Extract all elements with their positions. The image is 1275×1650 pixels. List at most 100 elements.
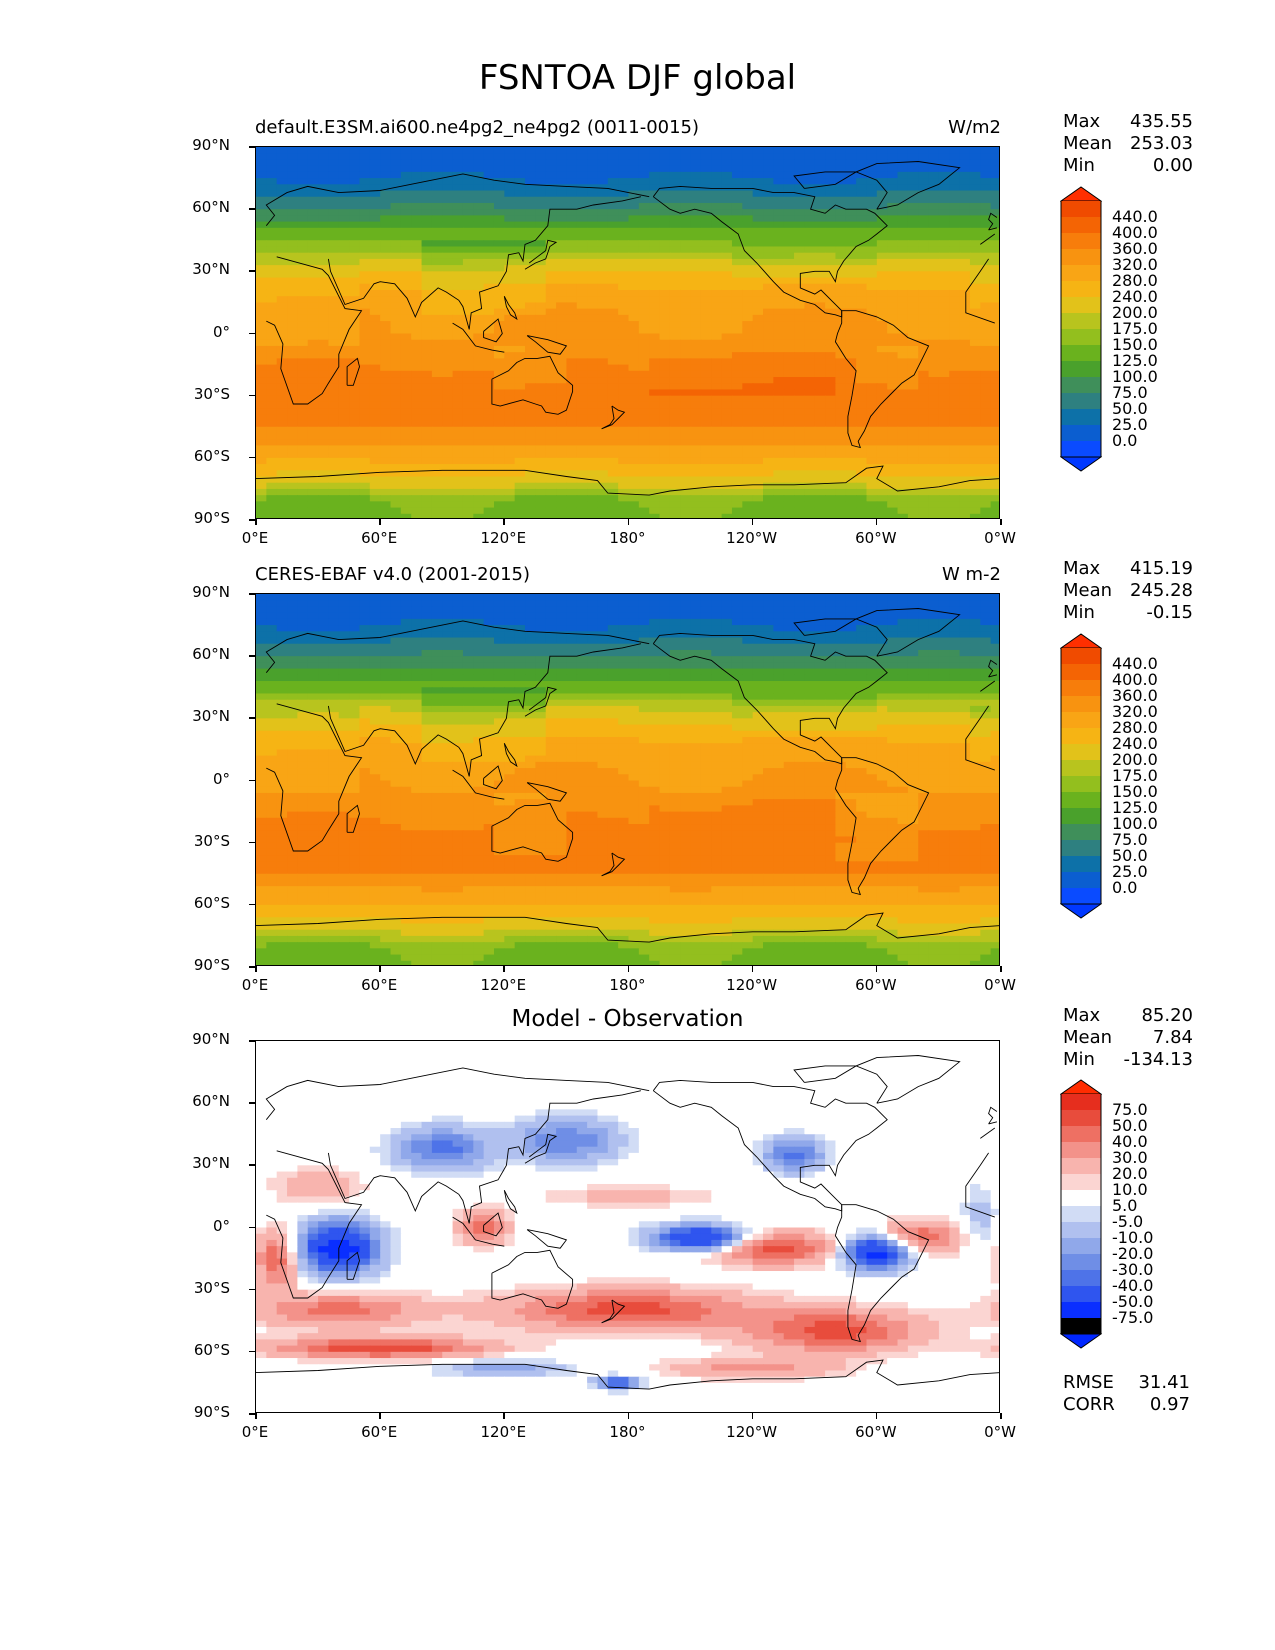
field-cell [328,495,340,502]
field-cell [535,358,547,366]
field-cell [452,501,464,509]
field-cell [318,314,330,322]
field-cell [411,432,423,440]
field-cell [452,352,464,359]
field-cell [338,227,350,235]
field-cell [411,470,423,478]
field-cell [359,178,371,185]
field-cell [514,352,526,359]
field-cell [318,637,330,645]
field-cell [835,451,847,459]
field-cell [804,277,816,285]
field-cell [773,383,785,391]
field-cell [618,339,630,347]
field-cell [680,395,692,403]
field-cell [742,389,754,397]
field-cell [804,476,816,484]
field-cell [731,339,743,347]
field-cell [742,513,754,518]
field-cell [400,258,412,266]
field-cell [349,358,361,366]
field-cell [359,321,371,328]
field-cell [907,202,919,210]
field-cell [431,352,443,359]
field-cell [897,432,909,440]
field-cell [959,202,971,210]
stat-value: 253.03 [1130,133,1193,154]
field-cell [297,227,309,235]
field-cell [597,227,609,235]
field-cell [690,190,702,198]
field-cell [607,240,619,248]
field-cell [825,227,837,235]
field-cell [690,178,702,185]
field-cell [473,507,485,515]
field-cell [835,612,847,620]
field-cell [876,625,888,632]
field-cell [411,190,423,198]
field-cell [535,321,547,328]
field-cell [680,302,692,310]
field-cell [876,488,888,496]
field-cell [938,513,950,518]
field-cell [856,296,868,304]
field-cell [514,265,526,272]
field-cell [576,227,588,235]
field-cell [866,296,878,304]
colorbar-label: 280.0 [1112,271,1158,290]
field-cell [380,289,392,297]
coastline [854,161,961,210]
field-cell [338,600,350,608]
field-cell [462,283,474,291]
field-cell [318,501,330,509]
field-cell [949,352,961,359]
field-cell [256,507,267,515]
field-cell [731,600,743,608]
colorbar-label: 0.0 [1112,431,1138,450]
field-cell [369,165,381,173]
field-cell [566,414,578,422]
field-cell [835,215,847,223]
field-cell [763,196,774,204]
field-cell [856,606,868,614]
field-cell [535,283,547,291]
field-cell [669,364,681,372]
field-cell [442,271,454,279]
field-cell [369,178,381,185]
field-cell [752,414,764,422]
field-cell [628,389,640,397]
field-cell [318,401,330,409]
field-cell [856,426,868,434]
field-cell [349,308,361,316]
field-cell [690,370,702,378]
field-cell [276,321,288,328]
field-cell [990,457,999,465]
field-cell [949,265,961,272]
field-cell [949,470,961,478]
field-cell [369,296,381,304]
field-cell [535,209,547,216]
field-cell [431,389,443,397]
field-cell [556,171,568,179]
field-cell [876,215,888,223]
field-cell [328,184,340,192]
field-cell [918,457,930,465]
field-cell [256,196,267,204]
field-cell [659,426,671,434]
field-cell [545,178,557,185]
field-cell [804,470,816,478]
field-cell [907,401,919,409]
field-cell [618,389,630,397]
field-cell [473,370,485,378]
field-cell [493,476,505,484]
field-cell [328,190,340,198]
field-cell [949,147,961,154]
field-cell [442,165,454,173]
field-cell [576,408,588,415]
field-cell [856,327,868,335]
field-cell [618,495,630,502]
field-cell [483,178,495,185]
field-cell [390,451,402,459]
field-cell [783,271,795,279]
field-cell [659,451,671,459]
